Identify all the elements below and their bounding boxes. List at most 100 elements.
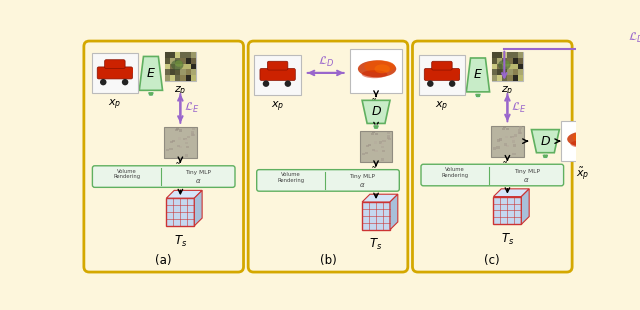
Bar <box>192 134 195 136</box>
Bar <box>514 135 517 137</box>
Bar <box>175 52 180 58</box>
Polygon shape <box>493 189 529 197</box>
Bar <box>518 126 522 129</box>
Text: Tiny MLP: Tiny MLP <box>349 174 375 179</box>
Ellipse shape <box>175 60 182 67</box>
FancyBboxPatch shape <box>476 93 481 97</box>
FancyBboxPatch shape <box>97 67 132 79</box>
Bar <box>493 147 497 150</box>
Bar <box>362 202 390 230</box>
FancyBboxPatch shape <box>148 92 154 96</box>
Bar <box>388 138 391 140</box>
Ellipse shape <box>285 81 291 87</box>
Bar <box>387 132 390 134</box>
Bar <box>191 52 196 58</box>
Bar <box>518 75 523 81</box>
Ellipse shape <box>362 70 387 78</box>
Bar <box>499 138 502 141</box>
Bar <box>186 52 191 58</box>
Text: (b): (b) <box>319 255 337 268</box>
Bar <box>165 52 196 81</box>
Bar <box>518 64 523 69</box>
Bar <box>503 126 506 128</box>
Bar <box>383 140 385 142</box>
Bar <box>518 132 521 134</box>
Polygon shape <box>195 190 202 226</box>
Bar <box>187 136 190 138</box>
Bar <box>191 64 196 69</box>
FancyBboxPatch shape <box>421 164 564 186</box>
Ellipse shape <box>374 64 390 73</box>
Bar <box>92 53 138 93</box>
Text: Volume
Rendering: Volume Rendering <box>277 172 305 183</box>
Bar <box>561 121 604 161</box>
Bar <box>382 150 385 152</box>
Bar <box>178 137 181 140</box>
Text: $T_s$: $T_s$ <box>500 232 514 247</box>
Bar <box>513 75 518 81</box>
Text: $D$: $D$ <box>371 105 381 118</box>
Bar <box>371 133 374 135</box>
Bar <box>508 69 513 75</box>
Bar <box>513 144 516 147</box>
Bar <box>180 64 186 69</box>
Text: $\mathcal{L}_E$: $\mathcal{L}_E$ <box>511 101 527 115</box>
Bar <box>374 141 377 144</box>
Ellipse shape <box>122 79 129 85</box>
Bar <box>185 142 188 144</box>
Bar <box>175 69 180 75</box>
Bar <box>513 64 518 69</box>
Bar <box>511 136 513 138</box>
Bar <box>508 52 513 58</box>
Bar <box>170 148 173 150</box>
Bar <box>172 140 175 142</box>
Ellipse shape <box>498 60 511 70</box>
Bar <box>186 146 189 148</box>
Bar <box>518 52 523 58</box>
Bar <box>186 69 191 75</box>
Bar <box>291 69 295 74</box>
Bar <box>175 129 179 131</box>
Text: Tiny MLP: Tiny MLP <box>513 169 540 174</box>
FancyBboxPatch shape <box>248 41 408 272</box>
Text: Tiny MLP: Tiny MLP <box>185 170 211 175</box>
Text: $E$: $E$ <box>473 69 483 82</box>
Bar <box>513 137 515 140</box>
Bar <box>170 75 175 81</box>
Text: $\mathcal{L}_D$: $\mathcal{L}_D$ <box>628 31 640 45</box>
Bar <box>381 146 384 148</box>
Bar <box>372 131 375 134</box>
Bar <box>170 64 175 69</box>
Bar <box>502 64 508 69</box>
Bar <box>492 75 497 81</box>
Text: $x_p$: $x_p$ <box>271 100 284 114</box>
Polygon shape <box>522 189 529 224</box>
Bar <box>176 127 179 130</box>
Text: $T_s$: $T_s$ <box>173 233 187 249</box>
Polygon shape <box>467 58 490 92</box>
Ellipse shape <box>263 81 269 87</box>
Text: $T_s$: $T_s$ <box>369 237 383 253</box>
Bar <box>175 75 180 81</box>
Bar <box>128 68 132 73</box>
Bar <box>180 69 186 75</box>
Bar <box>185 139 188 141</box>
Bar <box>491 126 524 157</box>
FancyBboxPatch shape <box>268 61 288 70</box>
Bar <box>508 64 513 69</box>
Text: $\mathcal{L}_D$: $\mathcal{L}_D$ <box>317 55 334 69</box>
Text: $\alpha$: $\alpha$ <box>359 181 365 189</box>
Bar <box>379 141 382 144</box>
Bar <box>518 130 521 132</box>
Bar <box>502 58 508 64</box>
Bar <box>497 140 500 142</box>
Bar <box>502 69 508 75</box>
Bar <box>497 58 502 64</box>
Bar <box>497 146 500 148</box>
FancyBboxPatch shape <box>412 41 572 272</box>
Bar <box>508 75 513 81</box>
FancyBboxPatch shape <box>432 61 452 70</box>
Bar <box>166 149 170 151</box>
Ellipse shape <box>358 60 396 77</box>
Ellipse shape <box>570 140 592 148</box>
